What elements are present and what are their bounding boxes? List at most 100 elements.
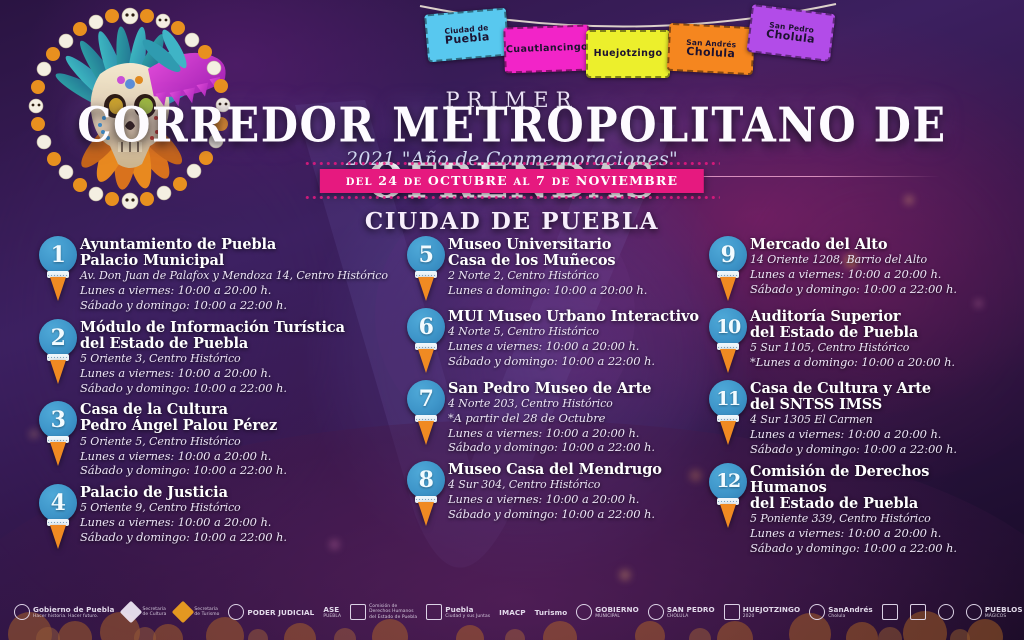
venue-hours: Lunes a viernes: 10:00 a 20:00 h. bbox=[80, 366, 272, 381]
sponsor-logo-turismo: Turismo bbox=[535, 608, 568, 617]
bokeh-dot bbox=[620, 570, 630, 580]
grid-icon bbox=[909, 604, 926, 620]
sponsor-logo-name: ASE bbox=[323, 604, 340, 614]
venue-entry[interactable]: 12 Comisión de Derechos Humanos del Estado… bbox=[706, 462, 1006, 556]
venue-hours: Sábado y domingo: 10:00 a 22:00 h. bbox=[80, 298, 287, 313]
venue-column-2: 5 Museo Universitario Casa de los Muñecos 2… bbox=[404, 236, 704, 533]
amber-icon bbox=[172, 600, 195, 624]
venue-hours: Sábado y domingo: 10:00 a 22:00 h. bbox=[448, 440, 655, 455]
venue-name: Museo Universitario bbox=[448, 236, 612, 253]
venue-address: 5 Oriente 9, Centro Histórico bbox=[80, 501, 241, 515]
venue-entry[interactable]: 7 San Pedro Museo de Arte 4 Norte 203, Cen… bbox=[404, 380, 704, 455]
catrina-skull-artwork bbox=[22, 2, 238, 218]
venue-number: 2 bbox=[50, 324, 66, 351]
venue-entry[interactable]: 8 Museo Casa del Mendrugo 4 Sur 304, Centr… bbox=[404, 460, 704, 527]
pin-band bbox=[415, 343, 437, 350]
sponsor-logo-text: Puebla Ciudad y sus Juntas bbox=[445, 605, 490, 620]
pin-spike bbox=[418, 277, 434, 301]
sponsor-logo-subtext: Secretaría bbox=[194, 606, 218, 612]
venue-number: 1 bbox=[50, 242, 66, 268]
pin-spike bbox=[50, 524, 66, 549]
sponsor-logo-name: PODER JUDICIAL bbox=[247, 607, 315, 617]
sponsor-logo-name: GOBIERNO bbox=[595, 604, 639, 614]
venue-entry[interactable]: 1 Ayuntamiento de Puebla Palacio Municipal… bbox=[36, 236, 404, 313]
venue-entry[interactable]: 11 Casa de Cultura y Arte del SNTSS IMSS 4 … bbox=[706, 380, 1006, 457]
map-pin-icon: 6 bbox=[404, 308, 448, 374]
sponsor-logo-name: PUEBLOS bbox=[984, 604, 1023, 614]
sponsor-logo-poder-judicial: PODER JUDICIAL bbox=[228, 604, 314, 620]
pin-band bbox=[47, 436, 69, 444]
sponsor-logo-text: SanAndrés Cholula bbox=[828, 605, 873, 620]
sponsor-logo-text: Secretaría de Turismo bbox=[194, 607, 219, 618]
venue-name: Casa de los Muñecos bbox=[448, 252, 616, 270]
sponsor-logo-name: IMACP bbox=[499, 607, 526, 617]
venue-entry[interactable]: 10 Auditoría Superior del Estado de Puebla… bbox=[706, 308, 1006, 374]
date-al: AL bbox=[513, 177, 531, 188]
map-pin-icon: 1 bbox=[36, 236, 80, 302]
sponsor-logo-ase-puebla: ASE PUEBLA bbox=[323, 605, 341, 620]
venue-number: 5 bbox=[418, 242, 434, 268]
map-pin-icon: 11 bbox=[706, 380, 750, 446]
flag-huejotzingo: Huejotzingo bbox=[586, 30, 670, 78]
map-pin-icon: 2 bbox=[36, 318, 80, 385]
sponsor-logo-name: Gobierno de Puebla bbox=[33, 604, 115, 614]
eagle-icon bbox=[228, 604, 245, 620]
venue-entry[interactable]: 2 Módulo de Información Turística del Esta… bbox=[36, 318, 404, 396]
sponsor-logo-subtext: 2020 bbox=[742, 613, 755, 619]
venue-name: MUI Museo Urbano Interactivo bbox=[448, 308, 699, 325]
venue-body: Casa de Cultura y Arte del SNTSS IMSS 4 Su… bbox=[750, 380, 1006, 457]
venue-hours: Lunes a viernes: 10:00 a 20:00 h. bbox=[750, 427, 942, 442]
venue-body: Módulo de Información Turística del Estad… bbox=[80, 319, 404, 396]
venue-entry[interactable]: 3 Casa de la Cultura Pedro Ángel Palou Pér… bbox=[36, 401, 404, 478]
sponsor-logo-puebla-ciudad: Puebla Ciudad y sus Juntas bbox=[426, 604, 490, 620]
venue-body: Mercado del Alto 14 Oriente 1208, Barrio … bbox=[750, 236, 1006, 296]
venue-entry[interactable]: 6 MUI Museo Urbano Interactivo 4 Norte 5, … bbox=[404, 308, 704, 374]
venue-entry[interactable]: 5 Museo Universitario Casa de los Muñecos 2… bbox=[404, 236, 704, 302]
pin-band bbox=[717, 271, 739, 278]
venue-hours: Sábado y domingo: 10:00 a 22:00 h. bbox=[750, 281, 957, 296]
pin-band bbox=[415, 495, 437, 503]
venue-name: Casa de la Cultura bbox=[80, 401, 228, 419]
map-pin-icon: 3 bbox=[36, 401, 80, 467]
sponsor-logo-huejotzingo: HUEJOTZINGO 2020 bbox=[723, 604, 800, 620]
sponsor-logo-subtext: del Estado de Puebla bbox=[369, 614, 418, 620]
flag-ciudad-de-puebla: Ciudad de Puebla bbox=[424, 7, 510, 63]
venue-entry[interactable]: 9 Mercado del Alto 14 Oriente 1208, Barrio… bbox=[706, 236, 1006, 302]
venue-hours: Lunes a viernes: 10:00 a 20:00 h. bbox=[448, 425, 640, 440]
venue-entry[interactable]: 4 Palacio de Justicia 5 Oriente 9, Centro … bbox=[36, 483, 404, 550]
sponsor-logo-text: Comisión de Derechos Humanos del Estado de… bbox=[369, 604, 417, 621]
venue-hours: Lunes a viernes: 10:00 a 20:00 h. bbox=[750, 267, 942, 282]
map-pin-icon: 9 bbox=[706, 236, 750, 302]
map-pin-icon: 8 bbox=[404, 460, 448, 527]
venue-address: 4 Sur 304, Centro Histórico bbox=[448, 478, 601, 492]
venue-column-1: 1 Ayuntamiento de Puebla Palacio Municipal… bbox=[36, 236, 404, 556]
sponsor-logo-secretaria-de-cultura: Secretaría de Cultura bbox=[120, 600, 166, 624]
venue-number: 12 bbox=[716, 470, 741, 493]
venue-hours: Lunes a viernes: 10:00 a 20:00 h. bbox=[80, 448, 272, 463]
venue-hours: Lunes a viernes: 10:00 a 20:00 h. bbox=[448, 492, 640, 507]
venue-address: 14 Oriente 1208, Barrio del Alto bbox=[750, 253, 927, 267]
pin-circle: 3 bbox=[39, 401, 77, 440]
date-day-end: 7 bbox=[536, 173, 547, 188]
venue-name: Casa de Cultura y Arte bbox=[750, 380, 931, 397]
pin-band bbox=[717, 415, 739, 422]
pin-circle: 1 bbox=[39, 236, 77, 274]
circle-icon bbox=[965, 604, 982, 620]
flag-san-pedro-cholula: San Pedro Cholula bbox=[746, 4, 836, 62]
flag-line-2: Cuautlancingo bbox=[505, 41, 589, 56]
venue-number: 8 bbox=[418, 466, 434, 493]
sponsor-logo-text: GOBIERNO MUNICIPAL bbox=[595, 605, 639, 620]
map-pin-icon: 10 bbox=[706, 308, 750, 374]
dia-icon bbox=[120, 600, 143, 624]
sponsor-logo-subtext: CHOLULA bbox=[666, 613, 689, 619]
pin-spike bbox=[418, 421, 434, 445]
sponsor-logo-name: SanAndrés bbox=[828, 604, 873, 614]
venue-column-3: 9 Mercado del Alto 14 Oriente 1208, Barrio… bbox=[706, 236, 1006, 561]
pin-spike bbox=[720, 503, 736, 528]
venue-body: Auditoría Superior del Estado de Puebla 5 … bbox=[750, 308, 1006, 370]
pin-band bbox=[415, 271, 437, 278]
venue-name: Mercado del Alto bbox=[750, 236, 888, 253]
venue-name: Palacio de Justicia bbox=[80, 483, 228, 501]
venue-name: Auditoría Superior bbox=[750, 308, 901, 325]
